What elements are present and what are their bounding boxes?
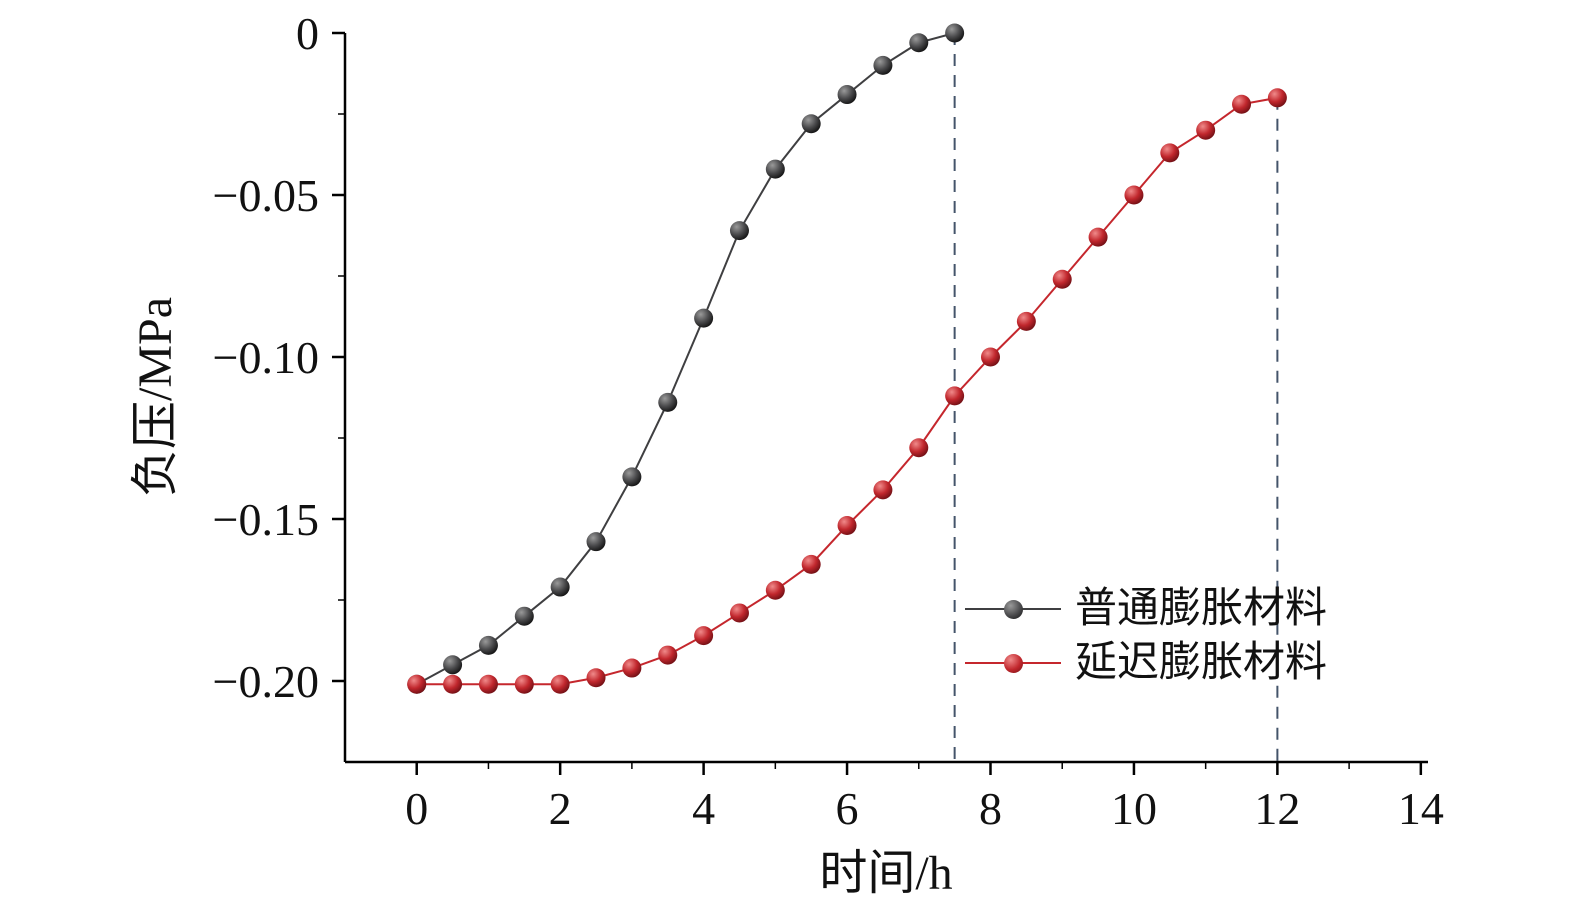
legend-label-delayed: 延迟膨胀材料: [1075, 640, 1328, 686]
svg-text:−0.20: −0.20: [213, 656, 319, 707]
svg-text:−0.10: −0.10: [213, 332, 319, 383]
legend-entry-ordinary: 普通膨胀材料: [965, 586, 1327, 632]
svg-text:8: 8: [979, 783, 1002, 834]
svg-text:2: 2: [549, 783, 572, 834]
x-axis-label: 时间/h: [819, 847, 953, 900]
legend-entry-delayed: 延迟膨胀材料: [965, 640, 1327, 686]
svg-text:14: 14: [1398, 783, 1444, 834]
legend-sample-delayed: [965, 652, 1061, 674]
svg-text:10: 10: [1111, 783, 1157, 834]
svg-text:−0.05: −0.05: [213, 170, 319, 221]
svg-text:6: 6: [836, 783, 859, 834]
svg-text:0: 0: [405, 783, 428, 834]
legend-label-ordinary: 普通膨胀材料: [1075, 586, 1328, 632]
svg-text:0: 0: [296, 8, 319, 59]
legend: 普通膨胀材料 延迟膨胀材料: [965, 586, 1327, 686]
sphere-marker-icon: [1004, 600, 1023, 619]
svg-text:12: 12: [1254, 783, 1300, 834]
svg-text:4: 4: [692, 783, 715, 834]
legend-sample-ordinary: [965, 598, 1061, 620]
sphere-marker-icon: [1004, 654, 1023, 673]
y-axis-label: 负压/MPa: [129, 296, 182, 498]
svg-text:−0.15: −0.15: [213, 494, 319, 545]
